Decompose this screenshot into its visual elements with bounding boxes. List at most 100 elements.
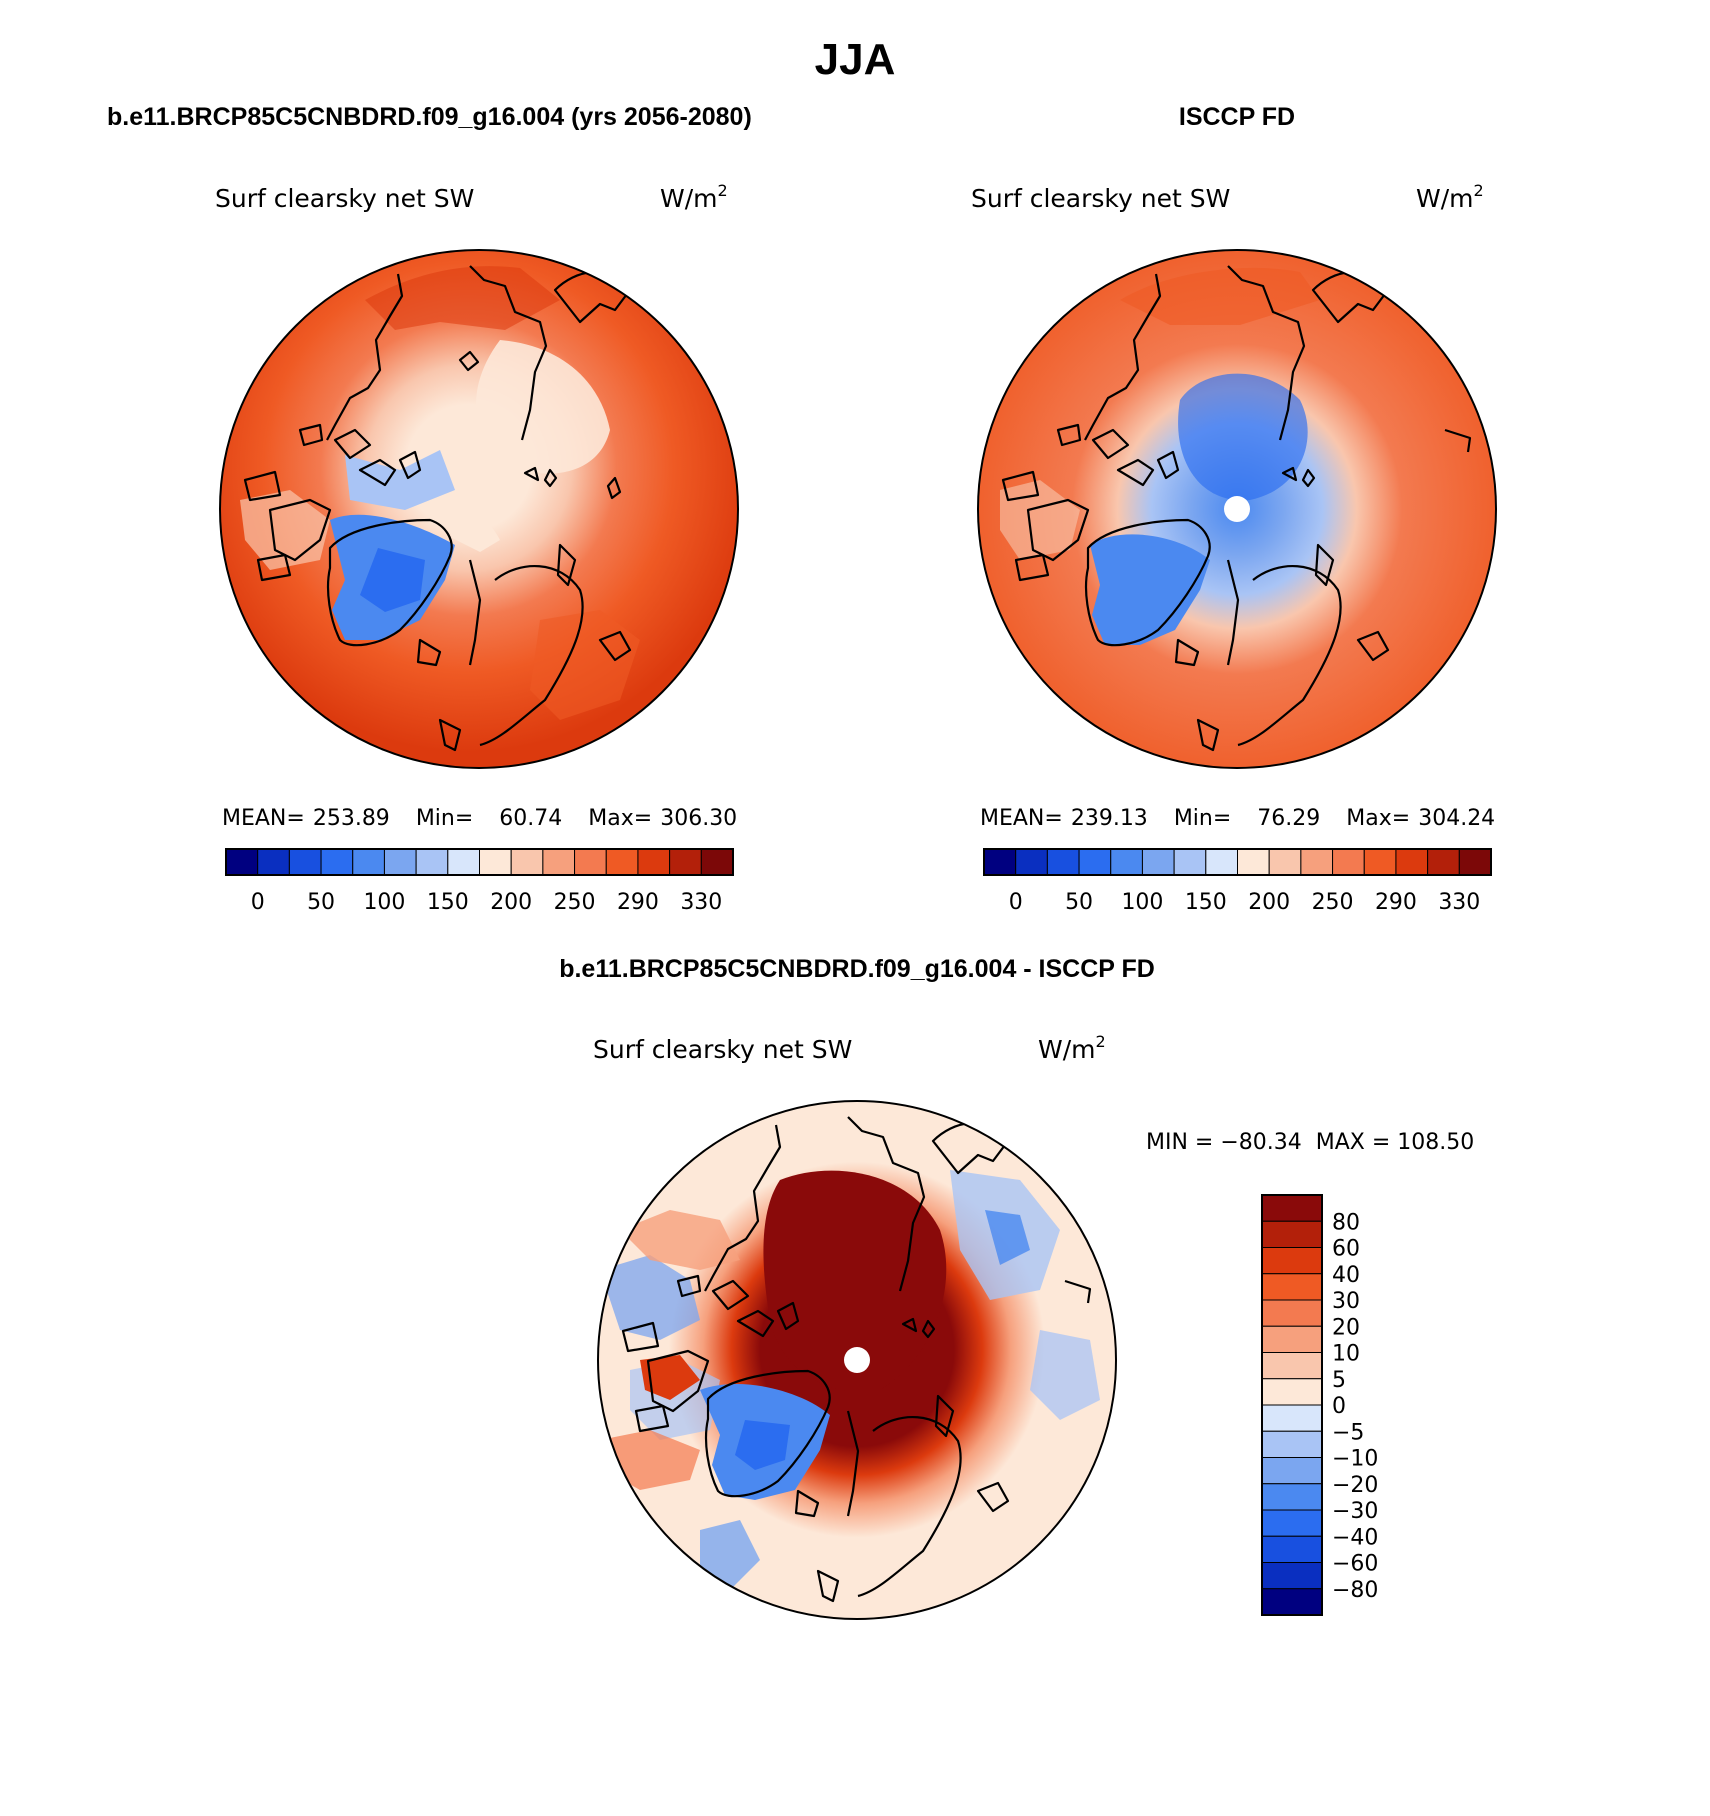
panel-diff-minmax: MIN = −80.34 MAX = 108.50	[1146, 1130, 1474, 1155]
panel-obs-colorbar-swatch	[1173, 848, 1207, 876]
panel-diff-colorbar-tick-label: 80	[1332, 1210, 1360, 1235]
panel-diff-colorbar-tick-label: 30	[1332, 1289, 1360, 1314]
panel-diff-variable: Surf clearsky net SW	[593, 1035, 852, 1064]
panel-model-colorbar-swatch	[605, 848, 639, 876]
panel-diff-colorbar-swatch	[1261, 1588, 1323, 1616]
panel-model-colorbar-swatch	[637, 848, 671, 876]
panel-obs-colorbar-tick-label: 330	[1438, 890, 1480, 915]
panel-model-colorbar-tick-label: 250	[554, 890, 596, 915]
panel-model-colorbar-tick-label: 330	[680, 890, 722, 915]
panel-obs-colorbar-tick-label: 100	[1121, 890, 1163, 915]
panel-diff-header: b.e11.BRCP85C5CNBDRD.f09_g16.004 - ISCCP…	[559, 955, 1155, 983]
panel-obs-colorbar-tick-label: 250	[1312, 890, 1354, 915]
panel-diff-units: W/m2	[1038, 1032, 1106, 1064]
panel-model-colorbar-tick-label: 100	[363, 890, 405, 915]
panel-obs-colorbar-swatch	[1046, 848, 1080, 876]
panel-diff-colorbar-swatch	[1261, 1299, 1323, 1327]
panel-obs-colorbar: 0 50 100 150 200 250 290 330	[983, 848, 1492, 915]
panel-model-stats: MEAN= 253.89 Min= 60.74 Max= 306.30	[222, 806, 737, 831]
panel-obs-colorbar-swatch	[1237, 848, 1270, 876]
panel-obs-colorbar-swatch	[1458, 848, 1492, 876]
panel-obs-colorbar-swatch	[983, 848, 1017, 876]
panel-obs-colorbar-swatch	[1363, 848, 1397, 876]
panel-diff-colorbar-tick-label: 20	[1332, 1315, 1360, 1340]
panel-diff-colorbar-tick-label: 10	[1332, 1342, 1360, 1367]
panel-model-colorbar-swatch	[700, 848, 734, 876]
panel-obs-colorbar-swatch	[1395, 848, 1429, 876]
panel-obs-colorbar-swatch	[1015, 848, 1048, 876]
panel-obs-colorbar-swatch	[1078, 848, 1112, 876]
panel-model-colorbar-swatch	[415, 848, 449, 876]
panel-model-colorbar-tick-label: 290	[617, 890, 659, 915]
panel-obs-colorbar-swatch	[1427, 848, 1460, 876]
panel-obs-colorbar-swatch	[1205, 848, 1238, 876]
panel-model-colorbar-swatch	[352, 848, 385, 876]
panel-model-colorbar-swatch	[288, 848, 322, 876]
panel-diff-colorbar-swatch	[1261, 1457, 1323, 1485]
panel-obs-units: W/m2	[1416, 181, 1484, 213]
panel-diff-colorbar-tick-label: 40	[1332, 1263, 1360, 1288]
panel-diff: b.e11.BRCP85C5CNBDRD.f09_g16.004 - ISCCP…	[559, 955, 1474, 1620]
panel-model-colorbar-swatch	[669, 848, 702, 876]
panel-model-colorbar-swatch	[447, 848, 480, 876]
panel-obs-colorbar-swatch	[1332, 848, 1365, 876]
panel-diff-colorbar-tick-label: −40	[1332, 1525, 1378, 1550]
panel-model-colorbar-swatch	[542, 848, 576, 876]
panel-diff-colorbar-swatch	[1261, 1352, 1323, 1380]
panel-diff-colorbar-swatch	[1261, 1509, 1323, 1537]
panel-model-colorbar-swatch	[225, 848, 259, 876]
panel-diff-colorbar-swatch	[1261, 1247, 1323, 1275]
panel-model-colorbar-swatch	[257, 848, 290, 876]
panel-model-colorbar-tick-label: 150	[427, 890, 469, 915]
panel-diff-colorbar-swatch	[1261, 1535, 1323, 1563]
panel-diff-colorbar-swatch	[1261, 1194, 1323, 1222]
panel-obs-colorbar-swatch	[1110, 848, 1143, 876]
panel-diff-polar-gap	[844, 1347, 870, 1373]
panel-diff-colorbar-tick-label: 5	[1332, 1368, 1346, 1393]
panel-obs-colorbar-tick-label: 290	[1375, 890, 1417, 915]
panel-model-map	[220, 250, 738, 768]
panel-diff-colorbar-tick-label: −80	[1332, 1578, 1378, 1603]
panel-diff-coastlines	[621, 1116, 1092, 1603]
panel-model-colorbar-tick-label: 50	[307, 890, 335, 915]
panel-diff-colorbar-tick-label: −10	[1332, 1447, 1378, 1472]
panel-diff-colorbar-swatch	[1261, 1378, 1323, 1406]
figure-title: JJA	[815, 35, 896, 84]
panel-obs-colorbar-swatch	[1268, 848, 1302, 876]
panel-diff-colorbar-tick-label: −60	[1332, 1552, 1378, 1577]
panel-diff-colorbar-swatch	[1261, 1273, 1323, 1301]
panel-diff-colorbar-tick-label: −20	[1332, 1473, 1378, 1498]
panel-obs-colorbar-tick-label: 200	[1248, 890, 1290, 915]
panel-obs: ISCCP FD Surf clearsky net SW W/m2	[971, 103, 1497, 915]
panel-diff-colorbar-tick-label: 60	[1332, 1237, 1360, 1262]
panel-model-colorbar: 0 50 100 150 200 250 290 330	[225, 848, 734, 915]
panel-model-variable: Surf clearsky net SW	[215, 184, 474, 213]
panel-obs-colorbar-tick-label: 50	[1065, 890, 1093, 915]
panel-model-colorbar-swatch	[574, 848, 607, 876]
panel-obs-header: ISCCP FD	[1179, 103, 1295, 131]
panel-model-colorbar-swatch	[320, 848, 354, 876]
panel-model: b.e11.BRCP85C5CNBDRD.f09_g16.004 (yrs 20…	[107, 103, 752, 915]
panel-obs-stats: MEAN= 239.13 Min= 76.29 Max= 304.24	[980, 806, 1495, 831]
panel-diff-colorbar-swatch	[1261, 1430, 1323, 1458]
panel-model-colorbar-swatch	[383, 848, 417, 876]
panel-obs-colorbar-tick-label: 0	[1009, 890, 1023, 915]
panel-obs-variable: Surf clearsky net SW	[971, 184, 1230, 213]
panel-diff-colorbar-swatch	[1261, 1562, 1323, 1590]
panel-diff-colorbar-tick-label: 0	[1332, 1394, 1346, 1419]
panel-obs-colorbar-tick-label: 150	[1185, 890, 1227, 915]
panel-model-header: b.e11.BRCP85C5CNBDRD.f09_g16.004 (yrs 20…	[107, 103, 752, 131]
panel-obs-colorbar-swatch	[1141, 848, 1175, 876]
panel-model-units: W/m2	[660, 181, 728, 213]
panel-obs-colorbar-swatch	[1300, 848, 1334, 876]
panel-obs-polar-gap	[1224, 496, 1250, 522]
panel-model-colorbar-tick-label: 200	[490, 890, 532, 915]
panel-diff-colorbar-swatch	[1261, 1404, 1323, 1432]
panel-diff-colorbar-swatch	[1261, 1483, 1323, 1511]
panel-diff-colorbar-tick-label: −30	[1332, 1499, 1378, 1524]
panel-diff-colorbar-swatch	[1261, 1325, 1323, 1353]
panel-model-colorbar-swatch	[479, 848, 512, 876]
panel-diff-colorbar-swatch	[1261, 1220, 1323, 1248]
